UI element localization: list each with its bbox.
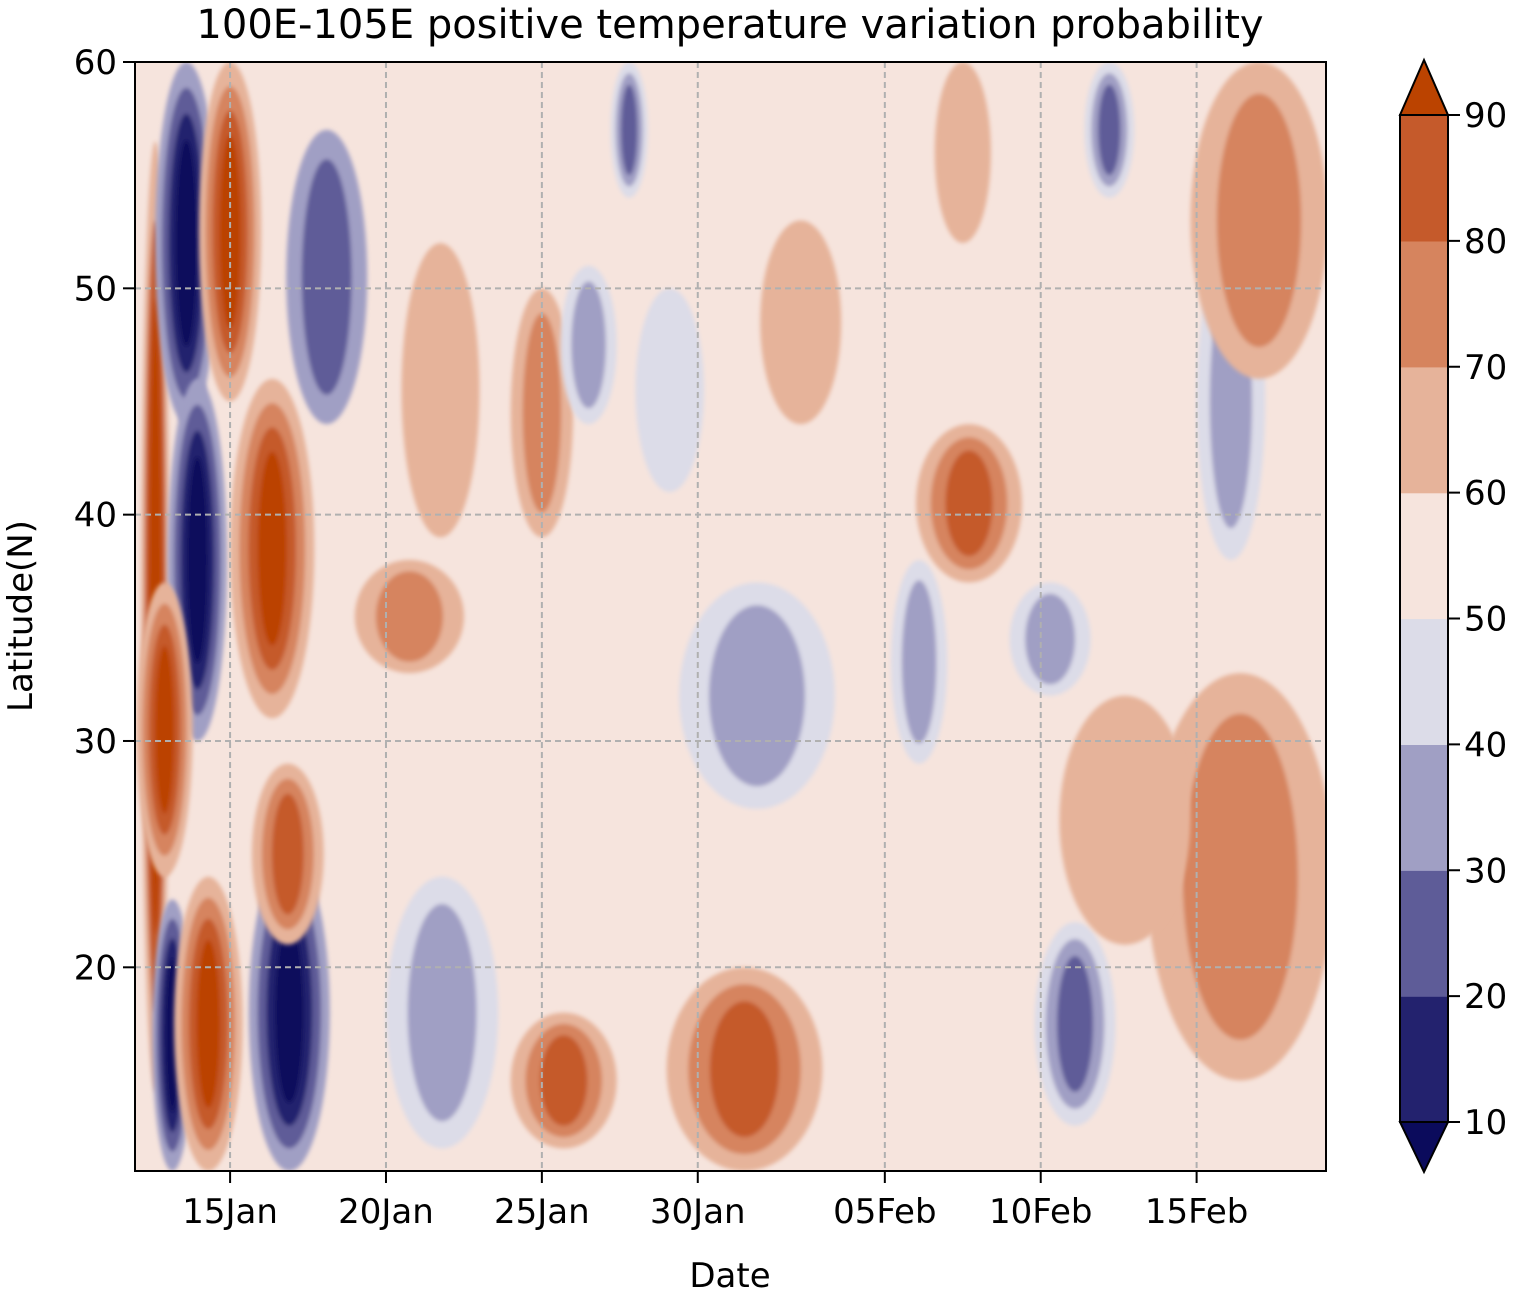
contour-cold-column-north (155, 62, 218, 425)
colorbar-segment (1400, 870, 1448, 997)
contour-level (1057, 956, 1093, 1092)
colorbar: 10 20 30 40 50 60 70 80 90 (1398, 57, 1507, 1175)
contour-cool-south-12Feb (1034, 922, 1116, 1126)
contour-cool-patch-26Jan (560, 265, 617, 425)
x-tick-label: 05Feb (833, 1192, 936, 1232)
contour-level (571, 281, 606, 409)
contour-warm-patch-south-east (251, 763, 324, 945)
plot-area (135, 62, 1326, 1171)
contour-cool-column-6Feb (891, 560, 948, 764)
contour-warm-north-8Feb (934, 62, 991, 243)
colorbar-tick-label: 30 (1464, 851, 1507, 891)
contour-level (1098, 84, 1121, 176)
contour-level (375, 571, 443, 662)
contour-warm-band-21Jan (401, 243, 480, 538)
y-tick-label: 60 (74, 43, 117, 83)
contour-warm-south-27Jan (510, 1012, 617, 1149)
y-tick-label: 20 (74, 948, 117, 988)
contour-level (901, 580, 937, 744)
contour-level (1059, 695, 1191, 945)
contour-level (401, 243, 480, 538)
contour-level (257, 451, 287, 646)
contour-warm-column-north (198, 62, 262, 402)
contour-cold-column-south (248, 854, 330, 1171)
contour-cool-band-29Jan (635, 288, 704, 493)
colorbar-segment (1400, 618, 1448, 745)
contour-level (540, 1035, 588, 1126)
grid-lines (135, 62, 1326, 1171)
colorbar-segment (1400, 115, 1448, 242)
y-tick-label: 40 (74, 496, 117, 536)
contour-level (709, 1001, 780, 1138)
contour-warm-band-20Jan (354, 559, 464, 674)
contour-level (154, 645, 175, 814)
plot-frame (134, 61, 1327, 1172)
colorbar-extend-max (1398, 57, 1450, 116)
contour-warm-patch-west (136, 582, 193, 877)
contour-warm-south-1Feb (666, 967, 823, 1171)
colorbar-tick-label: 10 (1464, 1103, 1507, 1143)
contour-level (945, 450, 993, 557)
colorbar-segment (1400, 996, 1448, 1123)
contour-level (219, 134, 241, 329)
colorbar-segment (1400, 492, 1448, 620)
contour-level (187, 456, 208, 664)
x-axis-title: Date (689, 1256, 770, 1290)
contour-level (1025, 593, 1075, 685)
contour-level (1182, 713, 1298, 1040)
x-tick-label: 15Jan (182, 1192, 278, 1232)
contour-level (301, 159, 352, 395)
contour-cool-patch-north (286, 129, 368, 425)
y-tick-label: 50 (74, 269, 117, 309)
colorbar-tick-label: 20 (1464, 977, 1507, 1017)
colorbar-tick-label: 40 (1464, 725, 1507, 765)
contour-warm-north-19Feb (1190, 62, 1326, 379)
contour-warm-south-18Feb (1146, 673, 1326, 1081)
x-tick-label: 10Feb (989, 1192, 1092, 1232)
x-tick-label: 20Jan (338, 1192, 434, 1232)
x-tick-label: 30Jan (650, 1192, 746, 1232)
colorbar-tick-label: 60 (1464, 474, 1507, 514)
contour-level (407, 904, 477, 1122)
x-axis: 15Jan 20Jan 25Jan 30Jan 05Feb 10Feb 15Feb (182, 1171, 1248, 1232)
x-tick-label: 15Feb (1145, 1192, 1248, 1232)
contour-warm-column-east (230, 378, 315, 719)
contour-level (196, 939, 221, 1108)
contour-cool-center-1Feb (679, 582, 835, 809)
contour-warm-band-1Feb (760, 220, 842, 425)
colorbar-extend-min (1398, 1121, 1450, 1175)
contour-level (271, 793, 304, 915)
colorbar-tick-label: 80 (1464, 222, 1507, 262)
colorbar-segment (1400, 240, 1448, 368)
contour-level (175, 139, 198, 347)
colorbar-segment (1400, 744, 1448, 871)
contour-cool-patch-11Feb (1009, 582, 1091, 696)
contour-level (275, 922, 304, 1104)
contour-level (635, 288, 704, 493)
contour-level (709, 605, 805, 787)
chart-title: 100E-105E positive temperature variation… (196, 2, 1263, 48)
contour-cool-patch-north-26Jan (610, 62, 648, 198)
colorbar-tick-label: 70 (1464, 348, 1507, 388)
contour-cool-north-11Feb (1084, 62, 1135, 198)
colorbar-tick-label: 90 (1464, 96, 1507, 136)
contour-warm-south-14Feb (1059, 695, 1191, 945)
contour-level (934, 62, 991, 243)
contour-level (1216, 93, 1302, 348)
colorbar-segment (1400, 366, 1448, 494)
contour-fields (136, 62, 1326, 1171)
colorbar-tick-label: 50 (1464, 600, 1507, 640)
x-tick-label: 25Jan (494, 1192, 590, 1232)
contour-level (620, 84, 638, 176)
y-axis-title: Latitude(N) (1, 520, 41, 712)
contour-warm-column-south (174, 876, 243, 1171)
y-tick-label: 30 (74, 722, 117, 762)
contour-level (760, 220, 842, 425)
contour-warm-core-8Feb (916, 424, 1022, 583)
contour-cool-south-21Jan (386, 876, 499, 1149)
y-axis: 20 30 40 50 60 (74, 43, 135, 988)
